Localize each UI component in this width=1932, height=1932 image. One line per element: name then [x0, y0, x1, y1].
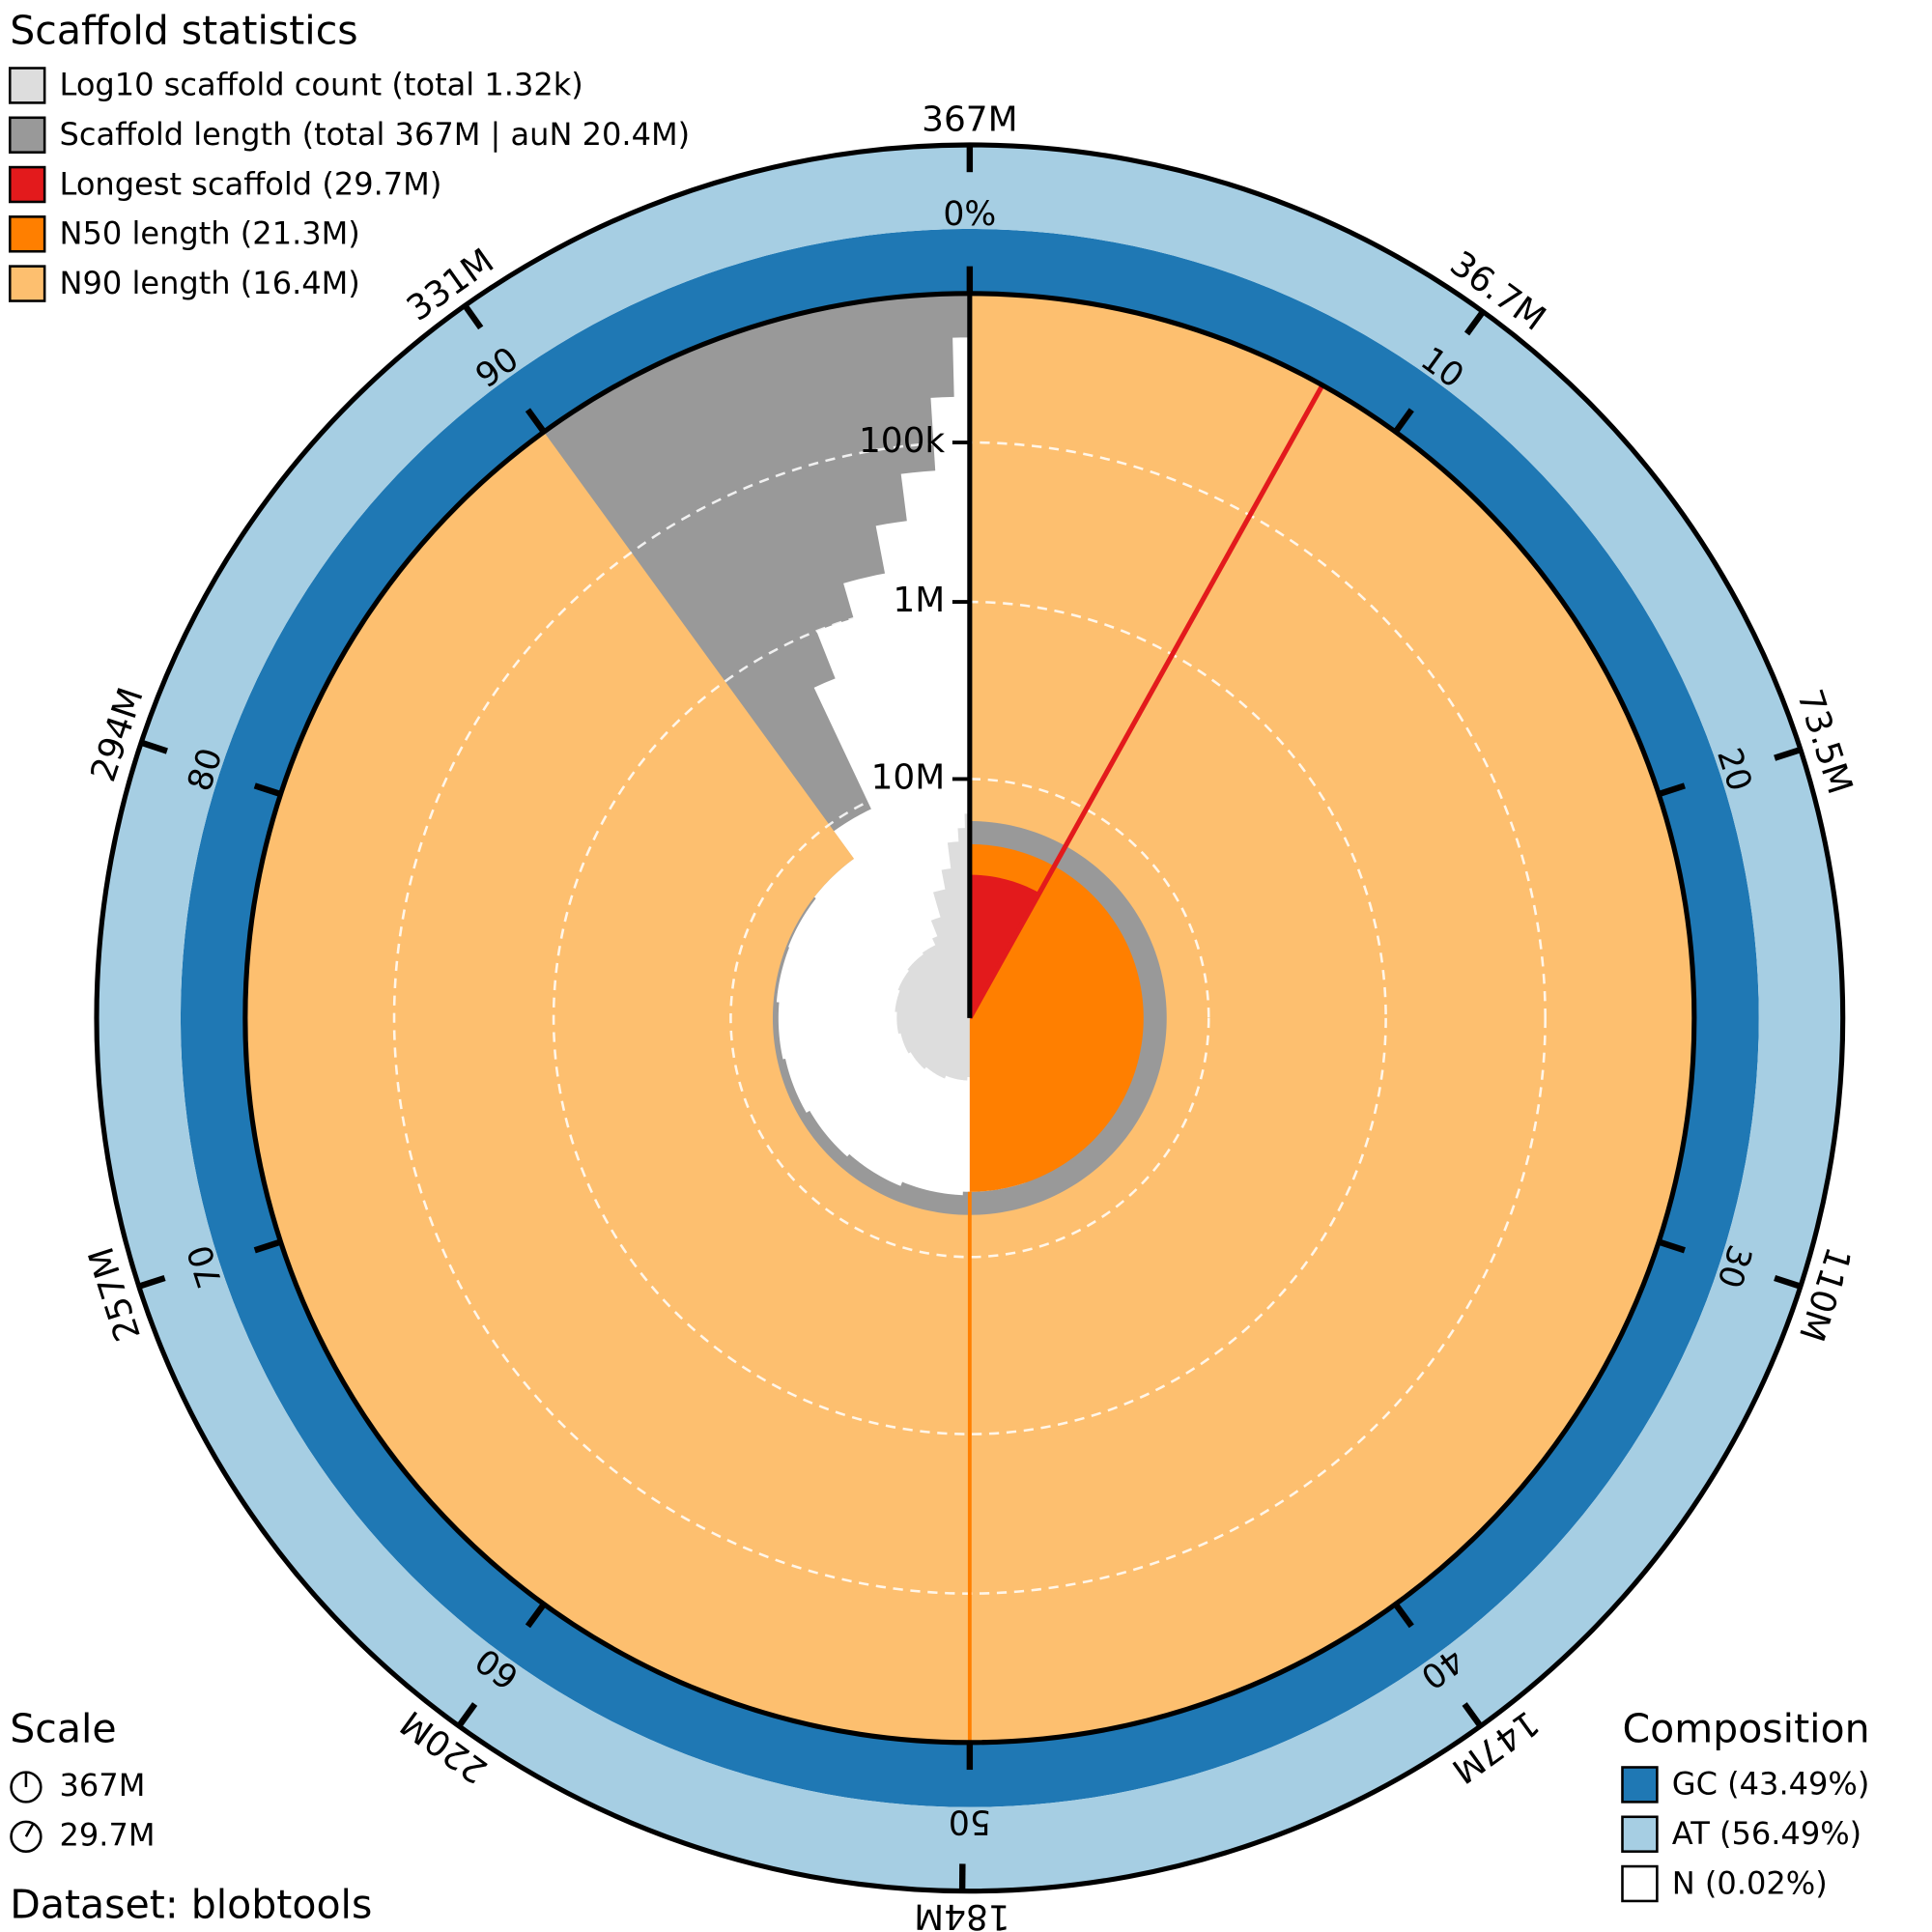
percent-tick — [525, 408, 547, 434]
scale-icon — [10, 1820, 43, 1853]
length-tick — [1774, 746, 1802, 761]
r-tick-label: 1M — [893, 581, 945, 620]
length-tick — [140, 739, 168, 754]
percent-tick — [253, 1238, 282, 1254]
grid-circle — [729, 778, 1210, 1259]
legend-label: Longest scaffold (29.7M) — [60, 165, 442, 202]
composition-swatch — [1621, 1815, 1659, 1853]
length-tick — [1774, 1274, 1802, 1290]
length-tick — [1462, 1702, 1484, 1728]
legend-swatch — [8, 215, 46, 253]
composition-swatch — [1621, 1864, 1659, 1903]
legend-label: Log10 scaffold count (total 1.32k) — [60, 67, 583, 103]
legend-swatch — [8, 116, 46, 154]
legend-swatch — [8, 67, 46, 104]
composition-swatch — [1621, 1766, 1659, 1804]
legend-swatch — [8, 265, 46, 302]
percent-tick — [1658, 1238, 1686, 1254]
length-tick-label: 367M — [922, 100, 1017, 140]
composition-label: N (0.02%) — [1672, 1864, 1828, 1901]
longest-line — [967, 384, 1325, 1020]
percent-tick — [1658, 782, 1686, 798]
percent-tick-label: 0% — [943, 195, 996, 234]
composition-title: Composition — [1622, 1705, 1869, 1751]
percent-tick — [253, 782, 282, 798]
chart-title: Scaffold statistics — [10, 8, 357, 54]
length-tick — [462, 303, 484, 330]
legend-label: N90 length (16.4M) — [60, 265, 360, 301]
composition-label: GC (43.49%) — [1672, 1766, 1870, 1803]
composition-label: AT (56.49%) — [1672, 1815, 1861, 1852]
length-tick — [456, 1702, 478, 1728]
legend-swatch — [8, 165, 46, 204]
percent-tick — [1393, 408, 1414, 434]
plot-area: 100k1M10M0%102030405060708090367M36.7M73… — [81, 100, 1860, 1932]
scale-title: Scale — [10, 1705, 116, 1751]
legend-label: N50 length (21.3M) — [60, 215, 360, 252]
length-tick — [137, 1274, 166, 1290]
percent-tick-label: 50 — [949, 1803, 991, 1841]
legend-label: Scaffold length (total 367M | auN 20.4M) — [60, 116, 691, 153]
r-tick-label: 100k — [859, 421, 945, 461]
scale-label: 29.7M — [60, 1816, 156, 1853]
percent-tick — [1393, 1602, 1414, 1629]
n90-sector — [244, 293, 1694, 1743]
scale-label: 367M — [60, 1767, 146, 1804]
length-tick-label: 184M — [914, 1896, 1010, 1932]
percent-tick — [525, 1602, 547, 1629]
scale-icon-hand — [24, 1823, 35, 1837]
length-tick — [1463, 309, 1486, 336]
dataset-label: Dataset: blobtools — [10, 1881, 372, 1927]
r-tick-label: 10M — [871, 757, 946, 797]
